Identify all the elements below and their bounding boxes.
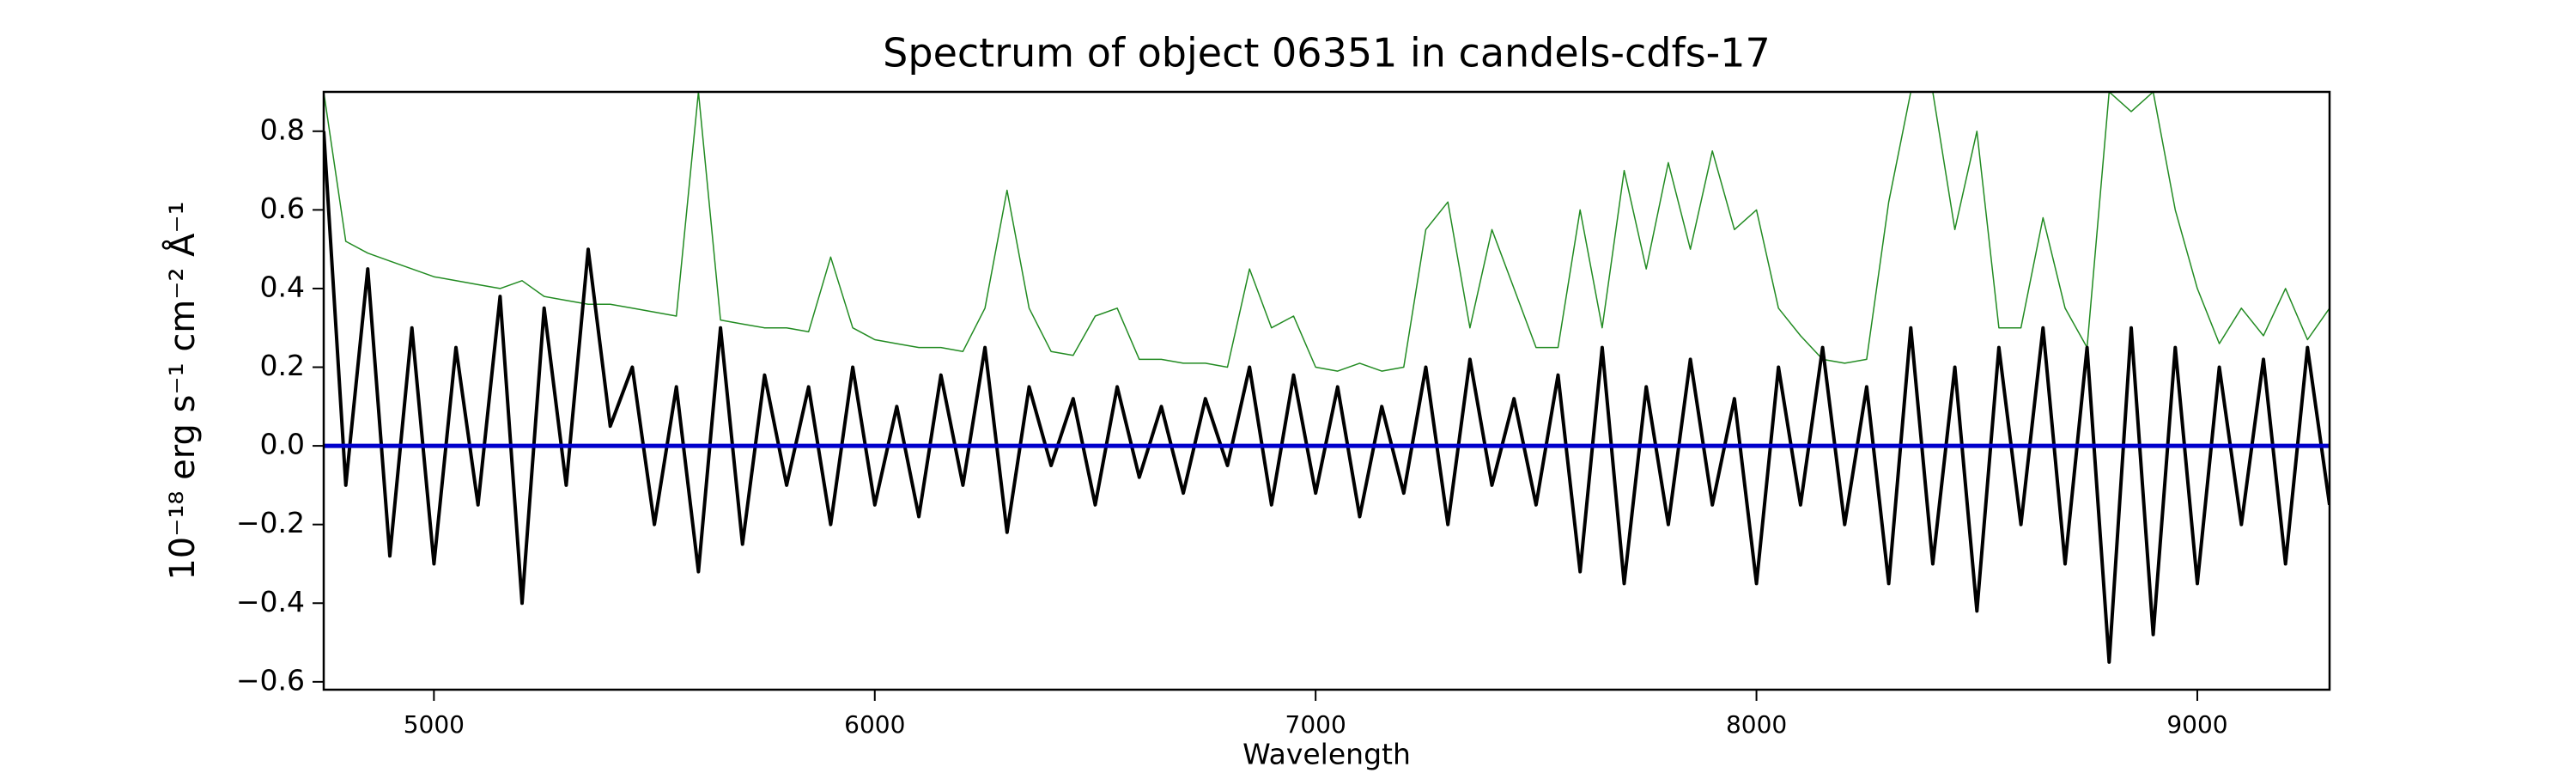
y-tick-label: 0.0 (260, 428, 305, 461)
x-tick-label: 6000 (844, 710, 905, 739)
y-tick-label: 0.4 (260, 270, 305, 303)
y-tick-label: 0.2 (260, 349, 305, 382)
x-tick-label: 8000 (1726, 710, 1787, 739)
x-axis-label: Wavelength (1242, 738, 1411, 771)
y-tick-label: 0.6 (260, 192, 305, 225)
y-tick-label: −0.6 (236, 663, 305, 697)
y-tick-label: −0.2 (236, 506, 305, 539)
x-tick-label: 9000 (2166, 710, 2227, 739)
x-tick-label: 7000 (1285, 710, 1346, 739)
y-tick-label: 0.8 (260, 113, 305, 146)
chart-title: Spectrum of object 06351 in candels-cdfs… (883, 30, 1771, 76)
y-axis-label: 10⁻¹⁸ erg s⁻¹ cm⁻² Å⁻¹ (161, 201, 203, 580)
spectrum-line (324, 92, 2330, 372)
spectrum-line (324, 131, 2330, 664)
plot-frame (322, 90, 2331, 691)
y-tick-label: −0.4 (236, 585, 305, 618)
plot-area (324, 92, 2330, 664)
x-tick-label: 5000 (404, 710, 465, 739)
